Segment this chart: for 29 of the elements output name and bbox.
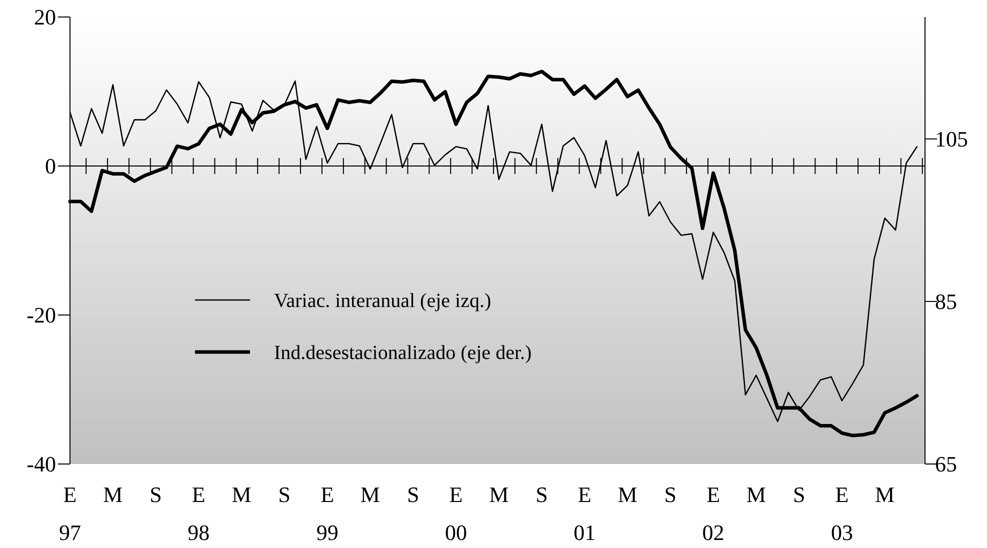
- x-tick-label: E 97: [59, 482, 81, 545]
- x-tick-label: S: [792, 482, 806, 507]
- x-tick-label: E 03: [830, 482, 853, 545]
- x-tick-label: S: [406, 482, 420, 507]
- y2-tick-label: 85: [935, 289, 957, 314]
- x-tick-label: M: [875, 482, 895, 507]
- x-tick-label: M: [746, 482, 766, 507]
- x-tick-label: S: [150, 482, 162, 507]
- x-tick-label: M: [360, 482, 380, 507]
- y2-tick-label: 65: [935, 452, 957, 477]
- x-tick-label: M: [618, 482, 638, 507]
- y-tick-label: 0: [45, 154, 56, 179]
- x-tick-label: E 02: [702, 482, 724, 545]
- y-tick-label: -20: [26, 302, 56, 328]
- legend-label: Variac. interanual (eje izq.): [274, 290, 492, 312]
- x-tick-label: M: [489, 482, 509, 507]
- y-tick-label: 20: [34, 4, 56, 30]
- x-tick-label: M: [232, 482, 252, 507]
- legend-label: Ind.desestacionalizado (eje der.): [274, 342, 532, 364]
- x-tick-label: S: [536, 482, 548, 507]
- x-tick-label: E 00: [444, 482, 467, 545]
- x-tick-label: M: [103, 482, 123, 507]
- y-tick-label: -40: [26, 452, 56, 477]
- x-tick-label: E 01: [574, 482, 596, 545]
- x-tick-label: S: [664, 482, 677, 507]
- x-tick-label: E 99: [316, 482, 338, 545]
- x-tick-label: S: [278, 482, 291, 507]
- x-tick-label: E 98: [188, 482, 210, 545]
- y2-tick-label: 105: [935, 126, 968, 152]
